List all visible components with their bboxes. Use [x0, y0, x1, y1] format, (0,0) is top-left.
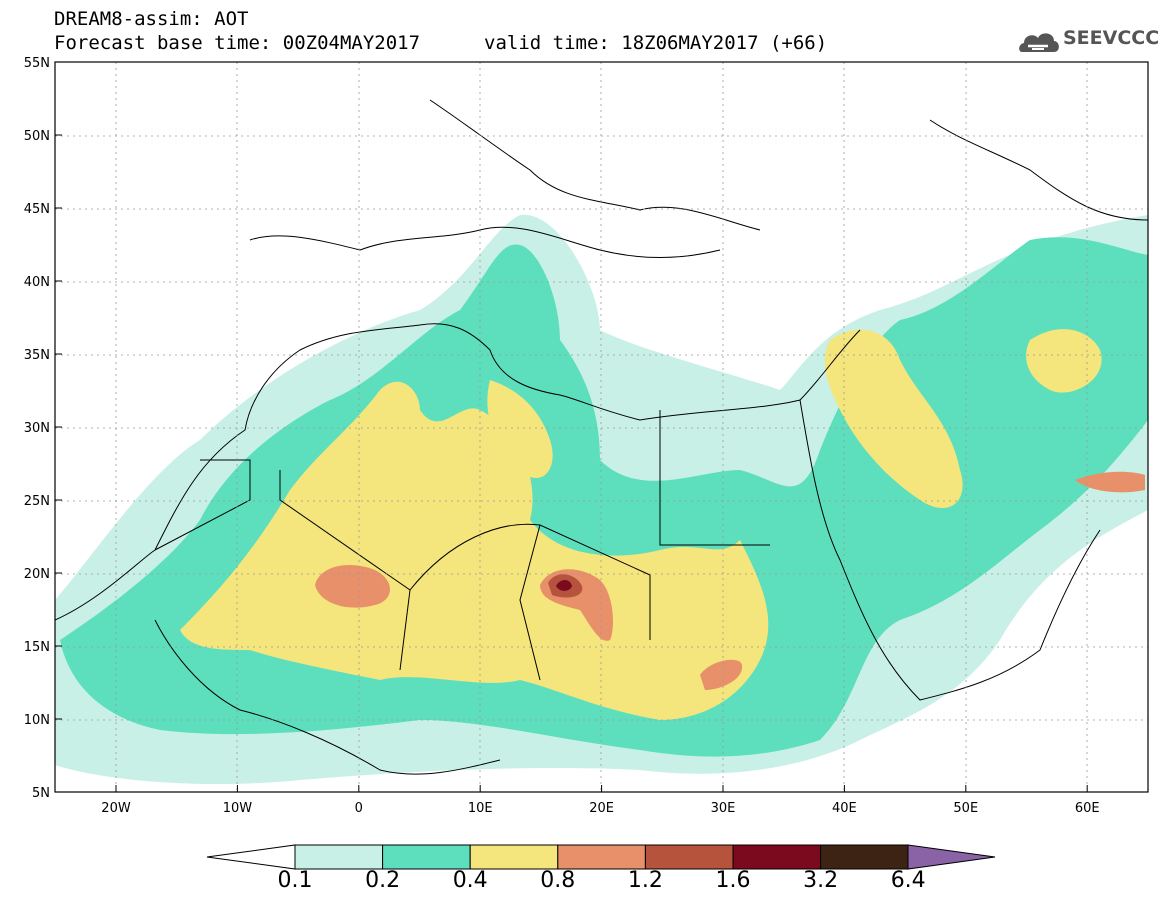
coastlines [55, 99, 1148, 775]
colorbar-cell [469, 844, 559, 870]
colorbar-cell [732, 844, 822, 870]
colorbar-low-arrow [206, 844, 296, 870]
lat-label: 20N [24, 567, 50, 582]
lat-label: 55N [24, 56, 50, 71]
lat-label: 40N [24, 275, 50, 290]
logo-text: SEEVCCC [1063, 27, 1160, 49]
lon-label: 50E [953, 801, 978, 816]
lon-label: 20E [589, 801, 614, 816]
colorbar [206, 844, 996, 870]
lat-label: 5N [32, 786, 50, 801]
colorbar-label: 1.2 [627, 868, 663, 893]
colorbar-label: 1.6 [715, 868, 751, 893]
lat-label: 30N [24, 421, 50, 436]
lat-label: 25N [24, 494, 50, 509]
cloud-logo-icon [1019, 33, 1059, 52]
colorbar-label: 3.2 [803, 868, 839, 893]
colorbar-label: 0.1 [277, 868, 313, 893]
lon-label: 20W [101, 801, 131, 816]
lat-label: 50N [24, 129, 50, 144]
lon-label: 40E [832, 801, 857, 816]
colorbar-label: 6.4 [890, 868, 926, 893]
lat-label: 45N [24, 202, 50, 217]
colorbar-label: 0.8 [540, 868, 576, 893]
aot-field [55, 62, 1148, 792]
colorbar-label: 0.2 [365, 868, 401, 893]
forecast-base-time: Forecast base time: 00Z04MAY2017 [54, 32, 421, 54]
colorbar-high-arrow [907, 844, 996, 870]
lat-label: 15N [24, 640, 50, 655]
colorbar-cell [294, 844, 384, 870]
lon-label: 10W [223, 801, 253, 816]
lon-label: 0 [355, 801, 363, 816]
valid-time: valid time: 18Z06MAY2017 (+66) [484, 32, 828, 54]
colorbar-cell [382, 844, 471, 870]
longitude-labels: 20W 10W 0 10E 20E 30E 40E 50E 60E [101, 785, 1100, 816]
graticule [55, 62, 1148, 792]
lat-label: 35N [24, 348, 50, 363]
lon-label: 60E [1075, 801, 1100, 816]
colorbar-cell [644, 844, 734, 870]
colorbar-cell [820, 844, 909, 870]
colorbar-label: 0.4 [452, 868, 488, 893]
map-title: DREAM8-assim: AOT [54, 8, 249, 30]
lat-label: 10N [24, 713, 50, 728]
colorbar-cell [557, 844, 646, 870]
latitude-labels: 55N 50N 45N 40N 35N 30N 25N 20N 15N 10N 5N [24, 56, 62, 801]
lon-label: 30E [711, 801, 736, 816]
lon-label: 10E [468, 801, 493, 816]
